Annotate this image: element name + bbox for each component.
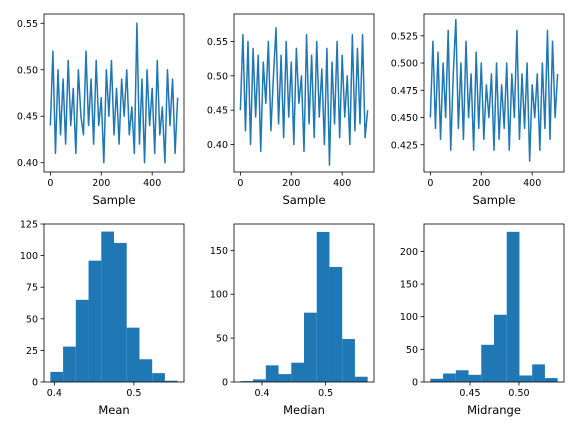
x-tick-label: 0.45	[459, 388, 480, 399]
y-tick-label: 0	[412, 378, 418, 389]
series-line-top-left-0	[49, 22, 179, 164]
hist-bar-bottom-right-7	[519, 375, 533, 382]
x-tick-label: 0	[427, 178, 433, 189]
series-line-top-right-0	[429, 18, 559, 162]
hist-bar-bottom-middle-1	[253, 379, 266, 382]
y-tick-label: 0.50	[207, 71, 228, 82]
hist-bar-bottom-left-8	[152, 373, 165, 382]
hist-bar-bottom-right-4	[481, 344, 494, 382]
hist-bar-bottom-right-5	[494, 314, 507, 382]
y-tick-label: 100	[210, 290, 228, 301]
hist-bar-bottom-left-2	[75, 299, 89, 382]
y-tick-label: 50	[216, 334, 228, 345]
subplot-top-left: 0 200 400 0.40 0.45 0.50 0.55 Sample	[17, 13, 185, 207]
y-tick-label: 0.500	[391, 59, 418, 70]
x-axis-label-bottom-middle: Median	[283, 403, 325, 417]
axes-frame-top-middle	[233, 13, 375, 173]
hist-bar-bottom-right-9	[544, 378, 558, 382]
y-tick-label: 0.45	[207, 106, 228, 117]
hist-bar-bottom-middle-6	[316, 231, 330, 382]
x-tick-label: 400	[333, 178, 351, 189]
y-tick-label: 150	[210, 246, 228, 257]
hist-bar-bottom-middle-7	[329, 267, 343, 382]
hist-bar-bottom-right-2	[455, 370, 469, 382]
hist-bar-bottom-middle-2	[265, 365, 279, 382]
hist-bar-bottom-left-4	[101, 231, 114, 382]
y-tick-label: 125	[20, 220, 38, 231]
y-tick-label: 25	[26, 346, 38, 357]
subplot-bottom-right: 0.45 0.50 0 50 100 150 200 Midrange	[400, 223, 565, 417]
hist-bar-bottom-middle-3	[278, 374, 292, 382]
x-tick-label: 200	[282, 178, 300, 189]
y-tick-label: 0.55	[17, 19, 38, 30]
x-tick-label: 0	[47, 178, 53, 189]
y-tick-label: 0.40	[207, 140, 228, 151]
x-tick-label: 0.4	[254, 388, 269, 399]
hist-bar-bottom-left-5	[114, 242, 127, 382]
subplot-top-middle: 0 200 400 0.40 0.45 0.50 0.55 Sample	[207, 13, 375, 207]
y-tick-label: 100	[400, 312, 418, 323]
hist-bar-bottom-left-0	[50, 371, 64, 382]
y-tick-label: 150	[400, 280, 418, 291]
x-axis-label-top-middle: Sample	[282, 193, 325, 207]
axes-frame-bottom-left	[43, 223, 185, 383]
hist-bar-bottom-middle-0	[240, 381, 254, 382]
y-tick-label: 0.450	[391, 113, 418, 124]
x-tick-label: 0.4	[47, 388, 62, 399]
y-tick-label: 75	[26, 283, 38, 294]
y-tick-label: 100	[20, 251, 38, 262]
series-line-top-middle-0	[239, 26, 369, 166]
x-axis-label-top-left: Sample	[92, 193, 135, 207]
hist-bar-bottom-left-1	[63, 346, 76, 382]
y-tick-label: 0.525	[391, 31, 418, 42]
axes-frame-top-right	[423, 13, 565, 173]
y-tick-label: 50	[26, 314, 38, 325]
x-tick-label: 400	[523, 178, 541, 189]
hist-bar-bottom-right-0	[430, 378, 444, 382]
x-tick-label: 0.50	[508, 388, 529, 399]
hist-bar-bottom-right-1	[443, 373, 456, 382]
axes-frame-bottom-middle	[233, 223, 375, 383]
hist-bar-bottom-middle-8	[342, 338, 355, 382]
x-tick-label: 200	[92, 178, 110, 189]
x-axis-label-bottom-left: Mean	[98, 403, 129, 417]
x-tick-label: 0.5	[126, 388, 141, 399]
hist-bar-bottom-left-9	[164, 380, 178, 382]
y-tick-label: 0.45	[17, 112, 38, 123]
x-tick-label: 200	[472, 178, 490, 189]
axes-frame-top-left	[43, 13, 185, 173]
y-tick-label: 0.425	[391, 140, 418, 151]
x-tick-label: 0.5	[318, 388, 333, 399]
y-tick-label: 0.475	[391, 86, 418, 97]
hist-bar-bottom-left-7	[139, 359, 153, 382]
hist-bar-bottom-right-3	[468, 374, 482, 382]
subplot-bottom-left: 0.4 0.5 0 25 50 75 100 125 Mean	[20, 220, 185, 417]
y-tick-label: 200	[400, 247, 418, 258]
x-tick-label: 0	[237, 178, 243, 189]
axes-frame-bottom-right	[423, 223, 565, 383]
hist-bar-bottom-middle-9	[354, 376, 368, 382]
y-tick-label: 0.55	[207, 37, 228, 48]
hist-bar-bottom-right-8	[532, 364, 545, 382]
hist-bar-bottom-middle-4	[291, 362, 304, 382]
hist-bar-bottom-right-6	[506, 231, 520, 382]
x-tick-label: 400	[143, 178, 161, 189]
hist-bar-bottom-left-6	[126, 327, 140, 382]
x-axis-label-bottom-right: Midrange	[467, 403, 521, 417]
y-tick-label: 0	[32, 378, 38, 389]
x-axis-label-top-right: Sample	[472, 193, 515, 207]
y-tick-label: 0	[222, 378, 228, 389]
subplot-bottom-middle: 0.4 0.5 0 50 100 150 Median	[210, 223, 375, 417]
subplot-top-right: 0 200 400 0.425 0.450 0.475 0.500 0.525 Sample	[391, 13, 565, 207]
y-tick-label: 0.40	[17, 158, 38, 169]
y-tick-label: 0.50	[17, 65, 38, 76]
hist-bar-bottom-middle-5	[304, 312, 317, 382]
y-tick-label: 50	[406, 345, 418, 356]
hist-bar-bottom-left-3	[88, 260, 102, 382]
